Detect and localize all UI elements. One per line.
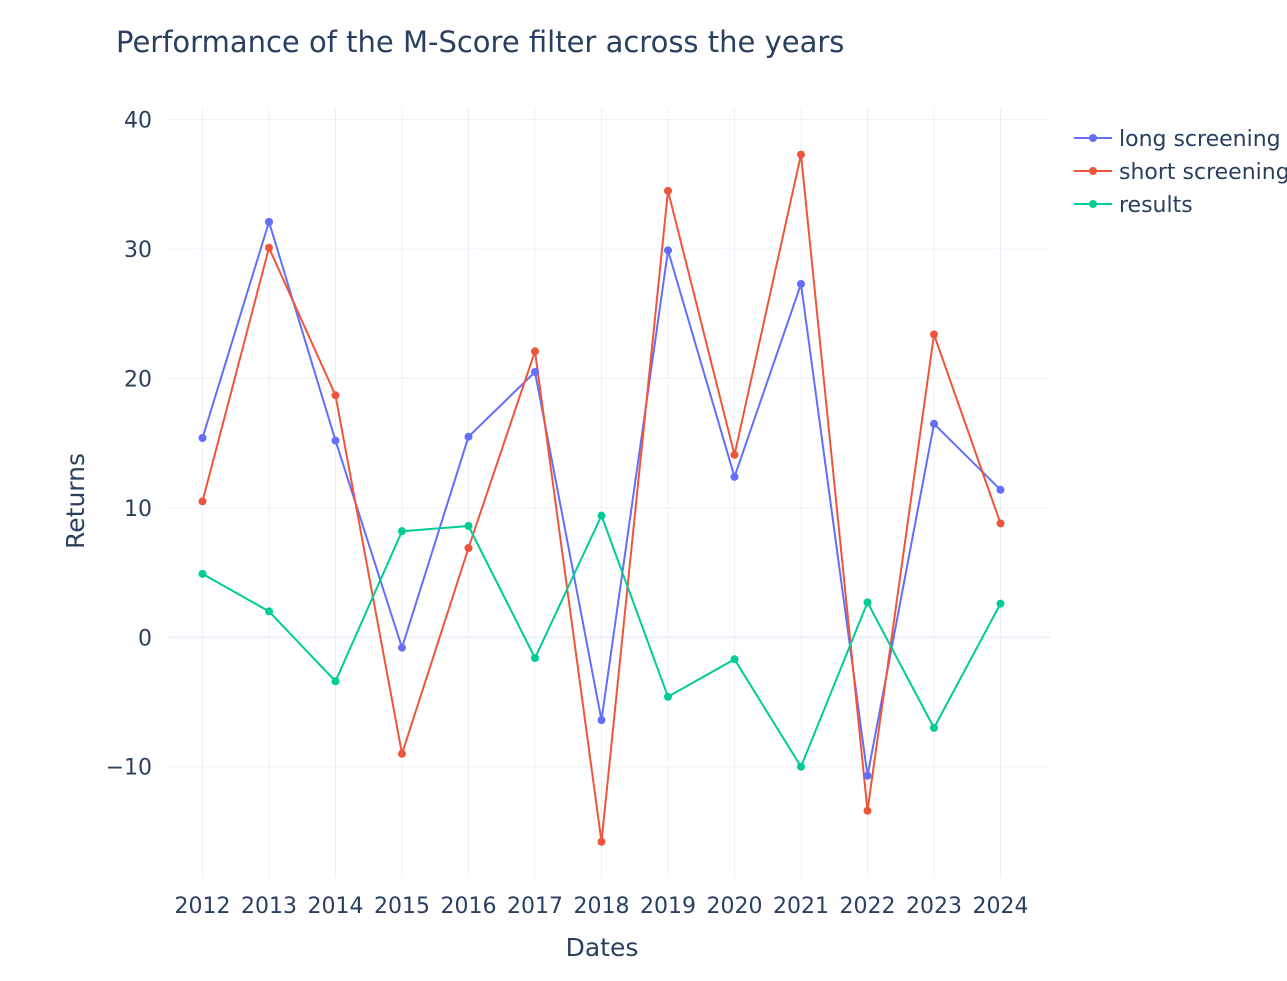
data-point[interactable] (464, 522, 473, 530)
data-point[interactable] (265, 243, 273, 252)
data-point[interactable] (863, 771, 872, 780)
data-point[interactable] (464, 544, 473, 552)
data-point[interactable] (996, 519, 1005, 528)
data-point[interactable] (930, 723, 938, 732)
data-point[interactable] (531, 347, 539, 356)
data-point[interactable] (398, 749, 406, 758)
x-tick-label: 2017 (507, 894, 563, 919)
data-point[interactable] (730, 655, 739, 664)
legend-label: results (1119, 193, 1193, 218)
data-point[interactable] (730, 450, 739, 459)
x-axis-ticks: 2012 2013 2014 2015 2016 2017 2018 2019 2020 2021… (175, 894, 1029, 919)
data-point[interactable] (531, 654, 539, 662)
data-point[interactable] (331, 391, 340, 400)
data-point[interactable] (797, 150, 805, 159)
data-point[interactable] (996, 485, 1005, 494)
data-point[interactable] (930, 419, 938, 428)
x-tick-label: 2018 (574, 894, 630, 919)
data-point[interactable] (664, 692, 672, 701)
x-tick-label: 2023 (906, 894, 962, 919)
legend-swatch-marker (1089, 167, 1097, 175)
x-tick-label: 2012 (175, 894, 231, 919)
x-tick-label: 2020 (707, 894, 763, 919)
legend-label: long screening (1119, 127, 1281, 152)
x-tick-label: 2024 (973, 894, 1029, 919)
x-axis-title: Dates (566, 933, 639, 962)
y-tick-label: 10 (124, 497, 152, 522)
data-point[interactable] (996, 599, 1005, 608)
data-point[interactable] (664, 246, 672, 255)
data-point[interactable] (198, 497, 207, 506)
data-point[interactable] (597, 716, 606, 725)
data-point[interactable] (797, 762, 805, 771)
data-point[interactable] (730, 472, 739, 481)
data-point[interactable] (464, 432, 473, 441)
data-point[interactable] (398, 643, 406, 652)
x-tick-label: 2016 (441, 894, 497, 919)
data-point[interactable] (331, 677, 340, 686)
legend-item[interactable]: results (1074, 193, 1193, 218)
x-tick-label: 2019 (640, 894, 696, 919)
legend[interactable]: long screening short screening results (1074, 127, 1287, 218)
data-point[interactable] (863, 598, 872, 607)
data-point[interactable] (331, 436, 340, 445)
data-point[interactable] (597, 511, 606, 520)
data-point[interactable] (597, 837, 606, 846)
x-tick-label: 2021 (773, 894, 829, 919)
legend-swatch-marker (1089, 200, 1097, 208)
y-axis-ticks: −10 0 10 20 30 40 (106, 109, 152, 781)
x-tick-label: 2014 (308, 894, 364, 919)
legend-item[interactable]: long screening (1074, 127, 1281, 152)
y-axis-title: Returns (61, 453, 90, 549)
y-tick-label: 40 (124, 109, 152, 134)
x-tick-label: 2015 (374, 894, 430, 919)
x-tick-label: 2022 (840, 894, 896, 919)
y-tick-label: 20 (124, 367, 152, 392)
x-tick-label: 2013 (241, 894, 297, 919)
data-point[interactable] (531, 368, 539, 376)
y-tick-label: 0 (138, 626, 152, 651)
chart-title: Performance of the M-Score filter across… (116, 25, 844, 59)
data-point[interactable] (265, 217, 273, 226)
legend-label: short screening (1119, 160, 1287, 185)
y-tick-label: 30 (124, 238, 152, 263)
data-point[interactable] (664, 186, 672, 195)
data-point[interactable] (265, 607, 273, 616)
data-point[interactable] (797, 280, 805, 288)
legend-item[interactable]: short screening (1074, 160, 1287, 185)
data-point[interactable] (198, 569, 207, 578)
data-point[interactable] (930, 330, 938, 339)
data-point[interactable] (198, 434, 207, 442)
data-point[interactable] (863, 806, 872, 815)
data-point[interactable] (398, 527, 406, 536)
legend-swatch-marker (1089, 134, 1097, 142)
series-points (198, 150, 1005, 846)
y-tick-label: −10 (106, 756, 152, 781)
